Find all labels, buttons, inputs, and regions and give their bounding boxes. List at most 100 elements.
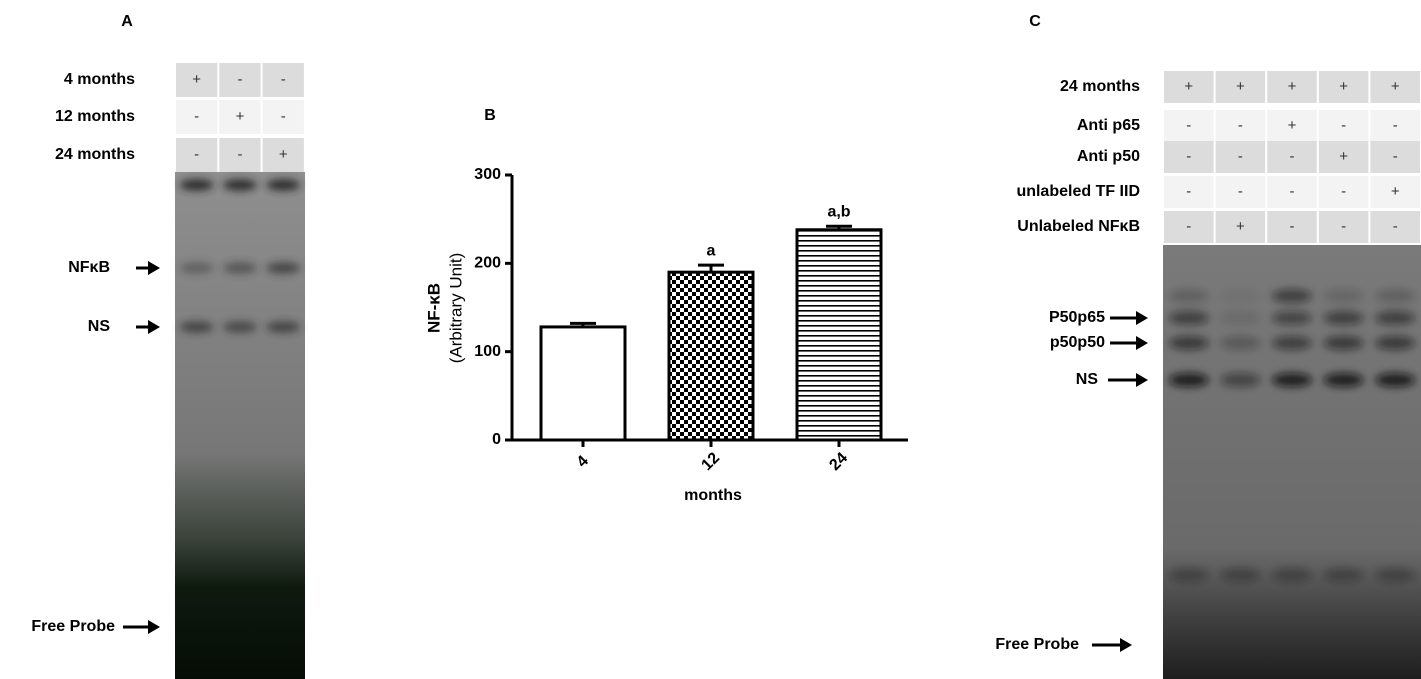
gel-band — [1168, 289, 1209, 303]
lane-sign: - — [1186, 148, 1191, 165]
lane-sign: - — [1393, 218, 1398, 235]
lane-sign: - — [1341, 218, 1346, 235]
condition-label: Unlabeled NFκB — [1017, 218, 1140, 235]
y-axis-label: NF-κB — [424, 283, 443, 333]
table-cell — [1370, 71, 1420, 103]
lane-sign: + — [1184, 78, 1193, 95]
lane-sign: + — [236, 108, 245, 125]
table-cell — [1370, 110, 1420, 142]
lane-sign: - — [1186, 117, 1191, 134]
bar — [539, 325, 627, 442]
panel-label: B — [484, 107, 496, 124]
arrow-head — [1136, 311, 1148, 325]
gel-band — [1323, 336, 1364, 350]
bar — [667, 270, 755, 442]
lane-sign: - — [1238, 183, 1243, 200]
table-cell — [1318, 176, 1369, 208]
gel-band — [266, 179, 301, 191]
significance-label: a — [707, 242, 716, 259]
condition-label: Anti p50 — [1077, 148, 1140, 165]
band-label: p50p50 — [1050, 334, 1105, 351]
table-cell — [219, 63, 261, 97]
gel-band — [1272, 568, 1312, 582]
lane-sign: + — [1339, 148, 1348, 165]
y-tick-label: 0 — [492, 431, 501, 448]
gel-band — [222, 262, 257, 274]
gel-band — [222, 179, 257, 191]
lane-sign: + — [279, 146, 288, 163]
band-label: NFκB — [68, 259, 110, 276]
gel-band — [179, 179, 214, 191]
arrow-head — [1136, 373, 1148, 387]
table-cell — [176, 63, 218, 97]
lane-sign: - — [1186, 218, 1191, 235]
lane-sign: - — [1341, 117, 1346, 134]
condition-label: 24 months — [55, 146, 135, 163]
lane-sign: + — [1391, 183, 1400, 200]
table-cell — [1164, 176, 1214, 208]
lane-sign: - — [237, 146, 242, 163]
band-label: P50p65 — [1049, 309, 1105, 326]
band-label: NS — [1076, 371, 1099, 388]
table-cell — [262, 100, 304, 134]
gel-image — [175, 172, 305, 679]
arrow-head — [1120, 638, 1132, 652]
lane-sign: - — [1290, 183, 1295, 200]
gel-image — [1163, 245, 1421, 679]
lane-sign: - — [281, 71, 286, 88]
lane-sign: + — [192, 71, 201, 88]
table-cell — [1267, 71, 1317, 103]
gel-band — [1375, 373, 1416, 387]
lane-sign: - — [1238, 117, 1243, 134]
y-tick-label: 100 — [474, 343, 501, 360]
condition-label: Anti p65 — [1077, 117, 1140, 134]
arrow-head — [148, 620, 160, 634]
table-cell — [1318, 141, 1369, 173]
gel-band — [222, 321, 257, 333]
gel-band — [1168, 568, 1209, 582]
panel-label: C — [1029, 13, 1041, 30]
table-cell — [1267, 110, 1317, 142]
gel-band — [1220, 311, 1261, 325]
gel-band — [266, 321, 301, 333]
lane-sign: - — [1186, 183, 1191, 200]
gel-band — [1272, 289, 1312, 303]
table-cell — [219, 138, 261, 172]
x-tick-label: 4 — [574, 453, 592, 471]
table-cell — [1164, 211, 1214, 243]
gel-band — [1220, 336, 1261, 350]
lane-sign: - — [1341, 183, 1346, 200]
lane-sign: - — [237, 71, 242, 88]
table-cell — [262, 138, 304, 172]
gel-band — [1323, 373, 1364, 387]
table-cell — [176, 138, 218, 172]
arrow-head — [1136, 336, 1148, 350]
gel-band — [1168, 373, 1209, 387]
gel-band — [1323, 568, 1364, 582]
gel-band — [1375, 568, 1416, 582]
lane-sign: - — [281, 108, 286, 125]
gel-band — [1220, 289, 1261, 303]
table-cell — [1164, 71, 1214, 103]
lane-sign: + — [1288, 117, 1297, 134]
x-tick-label: 12 — [698, 449, 723, 474]
table-cell — [1215, 176, 1266, 208]
table-cell — [1164, 141, 1214, 173]
gel-band — [1272, 311, 1312, 325]
gel-band — [1272, 373, 1312, 387]
table-cell — [176, 100, 218, 134]
lane-sign: - — [1393, 117, 1398, 134]
gel-band — [266, 262, 301, 274]
table-cell — [219, 100, 261, 134]
table-cell — [1318, 71, 1369, 103]
gel-band — [1168, 336, 1209, 350]
gel-band — [179, 262, 214, 274]
table-cell — [1370, 141, 1420, 173]
table-cell — [262, 63, 304, 97]
bar — [795, 228, 883, 442]
condition-label: unlabeled TF IID — [1016, 183, 1140, 200]
arrow-head — [148, 261, 160, 275]
table-cell — [1215, 110, 1266, 142]
band-label: Free Probe — [995, 636, 1079, 653]
